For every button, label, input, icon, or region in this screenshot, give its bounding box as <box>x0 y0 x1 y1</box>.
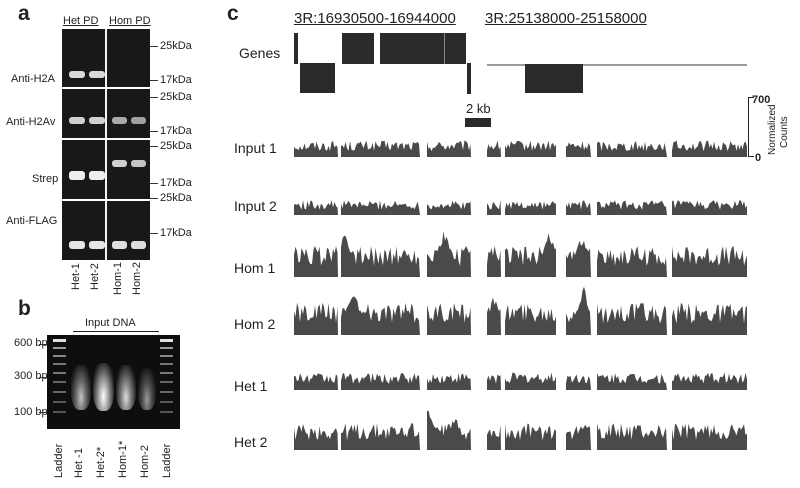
marker-17kda: 17kDa <box>160 125 192 137</box>
coverage-track-input2 <box>294 185 750 215</box>
marker-25kda: 25kDa <box>160 91 192 103</box>
gel-lane-ladder-right: Ladder <box>161 443 173 478</box>
band <box>131 160 146 167</box>
agarose-gel <box>47 335 180 429</box>
panel-a-letter: a <box>18 2 30 25</box>
marker-17kda: 17kDa <box>160 74 192 86</box>
coverage-area <box>294 231 747 277</box>
gel-lane-hom1: Hom-1* <box>117 440 129 478</box>
axis-title-counts: Counts <box>779 116 790 148</box>
gene-block <box>342 33 374 64</box>
track-label-het2: Het 2 <box>234 434 268 450</box>
coverage-profile <box>294 410 747 450</box>
coverage-area <box>294 200 747 215</box>
band <box>69 71 85 78</box>
row-label-h2a: Anti-H2A <box>11 73 56 85</box>
scale-bar-label: 2 kb <box>466 101 491 116</box>
lane-label-het1: Het-1 <box>70 263 82 290</box>
region-title-2: 3R:25138000-25158000 <box>485 10 647 27</box>
coverage-track-het2 <box>294 405 750 450</box>
marker-100bp: 100 bp <box>14 406 48 418</box>
row-label-flag: Anti-FLAG <box>6 215 58 227</box>
gene-block <box>380 33 466 64</box>
blot-strip-strep <box>62 140 150 199</box>
band <box>89 171 105 180</box>
marker-300bp: 300 bp <box>14 370 48 382</box>
coverage-area <box>294 410 747 450</box>
gene-baseline <box>487 64 747 66</box>
marker-600bp: 600 bp <box>14 337 48 349</box>
coverage-area <box>294 372 747 390</box>
band <box>69 171 85 180</box>
blot-strip-h2av <box>62 89 150 138</box>
band <box>89 117 105 124</box>
input-dna-label: Input DNA <box>85 317 136 329</box>
band <box>112 241 127 249</box>
region-title-1: 3R:16930500-16944000 <box>294 10 456 27</box>
input-dna-bracket <box>73 331 159 332</box>
track-label-hom1: Hom 1 <box>234 260 276 276</box>
lane-label-het2: Het-2 <box>89 263 101 290</box>
coverage-track-hom1 <box>294 225 750 277</box>
axis-max: 700 <box>752 94 771 106</box>
band <box>89 241 105 249</box>
coverage-profile <box>294 286 747 335</box>
row-label-strep: Strep <box>32 173 59 185</box>
track-label-input1: Input 1 <box>234 140 277 156</box>
gel-lane-ladder: Ladder <box>53 443 65 478</box>
gene-block <box>467 63 471 94</box>
band <box>69 117 85 124</box>
axis-min: 0 <box>755 152 762 164</box>
scale-bar <box>465 118 491 127</box>
gene-block <box>525 64 583 93</box>
band <box>112 117 127 124</box>
track-label-het1: Het 1 <box>234 378 268 394</box>
band <box>131 241 146 249</box>
marker-25kda: 25kDa <box>160 140 192 152</box>
coverage-profile <box>294 200 747 215</box>
panel-c-letter: c <box>227 2 239 25</box>
western-blot <box>62 29 150 260</box>
band <box>69 241 85 249</box>
band <box>89 71 105 78</box>
lane-label-hom1: Hom-1 <box>112 261 124 295</box>
gene-block <box>300 63 335 93</box>
gene-block <box>294 33 298 64</box>
gel-lane-het1: Het -1 <box>73 448 85 478</box>
lane-label-hom2: Hom-2 <box>131 261 143 295</box>
axis-title-normalized: Normalized <box>767 104 778 155</box>
track-label-input2: Input 2 <box>234 198 277 214</box>
genes-label: Genes <box>239 45 281 61</box>
coverage-area <box>294 286 747 335</box>
coverage-track-hom2 <box>294 283 750 335</box>
blot-strip-flag <box>62 201 150 260</box>
panel-b-letter: b <box>18 297 31 320</box>
band <box>131 117 146 124</box>
coverage-track-input1 <box>294 127 750 157</box>
marker-17kda: 17kDa <box>160 227 192 239</box>
coverage-track-het1 <box>294 355 750 390</box>
marker-25kda: 25kDa <box>160 40 192 52</box>
y-axis <box>748 97 749 157</box>
marker-17kda: 17kDa <box>160 177 192 189</box>
gel-lane-hom2: Hom-2 <box>139 444 151 478</box>
track-label-hom2: Hom 2 <box>234 316 276 332</box>
blot-strip-h2a <box>62 29 150 87</box>
marker-25kda: 25kDa <box>160 192 192 204</box>
hom-pd-label: Hom PD <box>109 15 151 27</box>
coverage-profile <box>294 231 747 277</box>
row-label-h2av: Anti-H2Av <box>6 116 56 128</box>
het-pd-label: Het PD <box>63 15 99 27</box>
coverage-profile <box>294 372 747 390</box>
coverage-profile <box>294 140 747 157</box>
gel-lane-het2: Het-2* <box>95 446 107 478</box>
band <box>112 160 127 167</box>
coverage-area <box>294 140 747 157</box>
